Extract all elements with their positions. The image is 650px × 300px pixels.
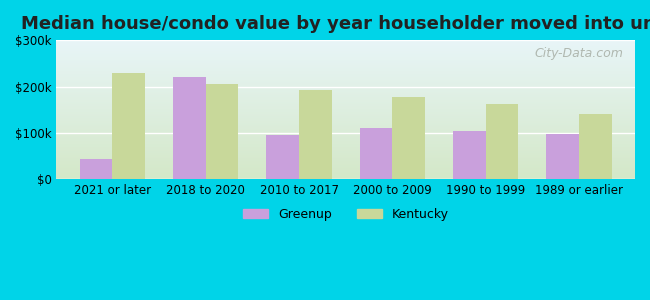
- Bar: [112, 73, 145, 179]
- Bar: [80, 159, 112, 179]
- Bar: [393, 97, 425, 179]
- Legend: Greenup, Kentucky: Greenup, Kentucky: [238, 203, 454, 226]
- Bar: [359, 128, 393, 179]
- Bar: [206, 84, 239, 179]
- Bar: [547, 134, 579, 179]
- Bar: [173, 77, 206, 179]
- Title: Median house/condo value by year householder moved into unit: Median house/condo value by year househo…: [21, 15, 650, 33]
- Bar: [299, 90, 332, 179]
- Bar: [486, 104, 518, 179]
- Bar: [266, 135, 299, 179]
- Bar: [579, 114, 612, 179]
- Bar: [453, 131, 486, 179]
- Text: City-Data.com: City-Data.com: [534, 47, 623, 60]
